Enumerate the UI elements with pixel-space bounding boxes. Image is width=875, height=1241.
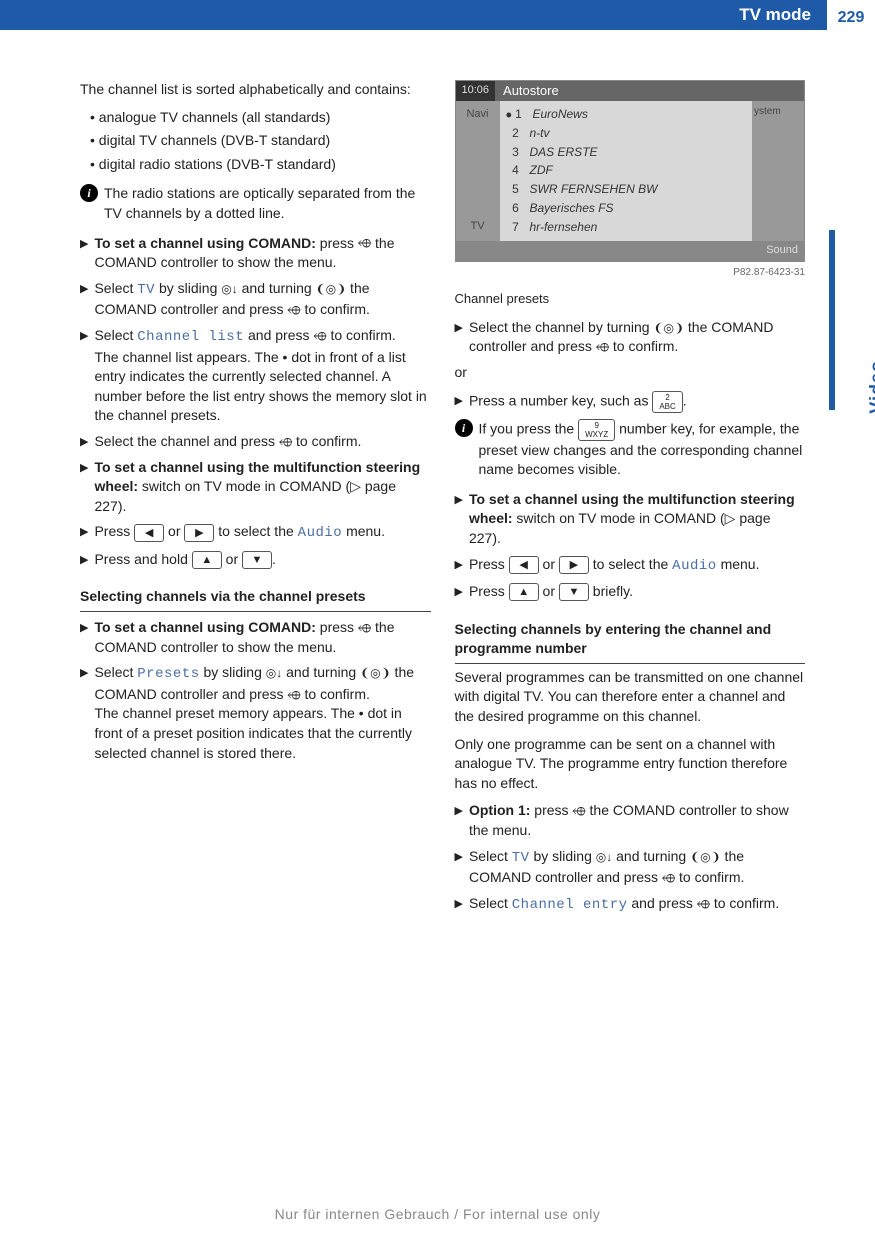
turn-icon: ❨◎❩ <box>316 281 347 298</box>
page-header: TV mode 229 <box>0 0 875 30</box>
section-title: TV mode <box>0 0 827 30</box>
step-text: Select the channel and press ⬲ to confir… <box>94 432 361 452</box>
key-9: 9WXYZ <box>578 419 615 441</box>
menu-presets: Presets <box>137 666 199 682</box>
ss-list-row: 2 n-tv <box>506 124 747 143</box>
key-left: ◀ <box>134 524 164 542</box>
turn-icon: ❨◎❩ <box>690 849 721 866</box>
footer-watermark: Nur für internen Gebrauch / For internal… <box>0 1205 875 1225</box>
press-icon: ⬲ <box>358 620 371 637</box>
info-icon: i <box>80 184 98 202</box>
intro-text: The channel list is sorted alphabeticall… <box>80 80 431 100</box>
step-text: Select TV by sliding ◎↓ and turning ❨◎❩ … <box>94 279 430 320</box>
step-text: To set a channel using the multifunction… <box>94 458 430 517</box>
or-text: or <box>455 363 806 383</box>
press-icon: ⬲ <box>287 687 300 704</box>
screenshot-caption-code: P82.87-6423-31 <box>455 266 806 280</box>
paragraph: Only one programme can be sent on a chan… <box>455 735 806 794</box>
key-right: ▶ <box>184 524 214 542</box>
device-screenshot: 10:06 Autostore Navi TV • 1 EuroNews 2 n… <box>455 80 806 262</box>
press-icon: ⬲ <box>662 870 675 887</box>
slide-icon: ◎↓ <box>596 849 612 866</box>
ss-time: 10:06 <box>456 81 496 100</box>
paragraph: Several programmes can be transmitted on… <box>455 668 806 727</box>
side-tab-video: Video <box>865 360 875 414</box>
press-icon: ⬲ <box>572 803 585 820</box>
ss-title: Autostore <box>495 81 804 101</box>
press-icon: ⬲ <box>313 328 326 345</box>
info-icon: i <box>455 419 473 437</box>
info-text: The radio stations are optically separat… <box>104 184 431 223</box>
key-up: ▲ <box>509 583 539 601</box>
key-2: 2ABC <box>652 391 682 413</box>
step-marker: ▶ <box>80 234 88 252</box>
step-text: Press ▲ or ▼ briefly. <box>469 582 633 602</box>
menu-audio: Audio <box>298 525 343 541</box>
key-left: ◀ <box>509 556 539 574</box>
step-text: To set a channel using COMAND: press ⬲ t… <box>94 234 430 273</box>
turn-icon: ❨◎❩ <box>653 320 684 337</box>
press-icon: ⬲ <box>596 339 609 356</box>
menu-channel-entry: Channel entry <box>512 897 628 913</box>
step-text: Select the channel by turning ❨◎❩ the CO… <box>469 318 805 357</box>
key-down: ▼ <box>242 551 272 569</box>
bullet-list: • analogue TV channels (all standards) •… <box>90 108 431 175</box>
press-icon: ⬲ <box>279 434 292 451</box>
menu-tv: TV <box>137 282 155 298</box>
content-columns: The channel list is sorted alphabeticall… <box>0 30 875 921</box>
info-note: i If you press the 9WXYZ number key, for… <box>455 419 806 480</box>
list-item: • digital TV channels (DVB-T standard) <box>90 131 431 151</box>
turn-icon: ❨◎❩ <box>360 665 391 682</box>
ss-list-row: • 1 EuroNews <box>506 105 747 124</box>
step-text: Press a number key, such as 2ABC. <box>469 391 687 413</box>
ss-list-row: 6 Bayerisches FS <box>506 199 747 218</box>
left-column: The channel list is sorted alphabeticall… <box>80 80 431 921</box>
ss-list-row: 3 DAS ERSTE <box>506 143 747 162</box>
press-icon: ⬲ <box>358 235 371 252</box>
screenshot-caption: Channel presets <box>455 290 806 308</box>
ss-bottom-bar: Sound <box>456 241 805 261</box>
step-text: Press ◀ or ▶ to select the Audio menu. <box>469 555 760 577</box>
ss-list-row: 5 SWR FERNSEHEN BW <box>506 180 747 199</box>
ss-list-row: 7 hr-fernsehen <box>506 218 747 237</box>
step-text: To set a channel using COMAND: press ⬲ t… <box>94 618 430 657</box>
list-item: • digital radio stations (DVB-T standard… <box>90 155 431 175</box>
list-item: • analogue TV channels (all standards) <box>90 108 431 128</box>
key-right: ▶ <box>559 556 589 574</box>
key-up: ▲ <box>192 551 222 569</box>
step-text: Option 1: press ⬲ the COMAND controller … <box>469 801 805 840</box>
subheading-channel-entry: Selecting channels by entering the chann… <box>455 620 806 664</box>
step-text: Select Presets by sliding ◎↓ and turning… <box>94 663 430 763</box>
page-number: 229 <box>827 1 875 29</box>
ss-channel-list: • 1 EuroNews 2 n-tv 3 DAS ERSTE 4 ZDF 5 … <box>500 101 753 241</box>
press-icon: ⬲ <box>287 302 300 319</box>
subheading-presets: Selecting channels via the channel prese… <box>80 587 431 612</box>
menu-channel-list: Channel list <box>137 329 244 345</box>
step-text: Press ◀ or ▶ to select the Audio menu. <box>94 522 385 544</box>
step-text: Press and hold ▲ or ▼. <box>94 550 275 570</box>
ss-right-tabs: ystem <box>752 101 804 241</box>
right-column: 10:06 Autostore Navi TV • 1 EuroNews 2 n… <box>455 80 806 921</box>
info-text: If you press the 9WXYZ number key, for e… <box>479 419 806 480</box>
side-accent-bar <box>829 230 835 410</box>
step-text: Select TV by sliding ◎↓ and turning ❨◎❩ … <box>469 847 805 888</box>
ss-left-tabs: Navi TV <box>456 101 500 241</box>
step-text: To set a channel using the multifunction… <box>469 490 805 549</box>
menu-audio: Audio <box>672 558 717 574</box>
menu-tv: TV <box>512 850 530 866</box>
ss-list-row: 4 ZDF <box>506 161 747 180</box>
info-note: i The radio stations are optically separ… <box>80 184 431 223</box>
step-text: Select Channel list and press ⬲ to confi… <box>94 326 430 426</box>
slide-icon: ◎↓ <box>266 665 282 682</box>
step-text: Select Channel entry and press ⬲ to conf… <box>469 894 779 916</box>
key-down: ▼ <box>559 583 589 601</box>
press-icon: ⬲ <box>697 896 710 913</box>
slide-icon: ◎↓ <box>221 281 237 298</box>
